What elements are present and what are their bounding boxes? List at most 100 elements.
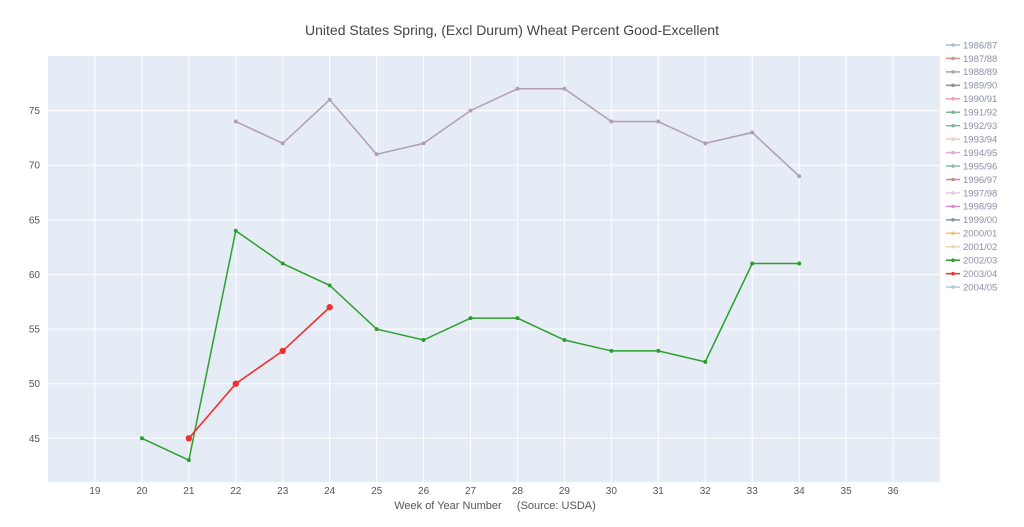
legend-label: 1997/98 [963,188,997,199]
legend-label: 1998/99 [963,202,997,213]
legend-item[interactable]: 1989/90 [946,81,997,92]
legend-item[interactable]: 1992/93 [946,121,997,132]
legend-item[interactable]: 1986/87 [946,40,997,51]
x-tick-label: 23 [277,486,289,497]
legend-marker [951,285,955,289]
data-point [186,458,191,463]
legend-item[interactable]: 1993/94 [946,134,997,145]
legend-marker [951,204,955,209]
data-point [327,283,332,288]
legend-item[interactable]: 1998/99 [946,202,997,213]
x-tick-label: 19 [89,486,101,497]
data-point [185,435,193,442]
legend-label: 1988/89 [963,67,997,78]
legend-label: 2000/01 [963,229,997,240]
data-point [421,338,426,342]
x-tick-label: 21 [183,486,195,497]
legend-item[interactable]: 1999/00 [946,215,997,226]
data-point [797,174,802,179]
data-point [656,119,661,124]
legend-label: 1986/87 [963,40,997,51]
legend-label: 2003/04 [963,269,997,280]
legend-item[interactable]: 2003/04 [946,269,997,280]
chart-title: United States Spring, (Excl Durum) Wheat… [305,22,719,38]
data-point [515,316,520,321]
y-tick-label: 45 [29,434,41,445]
data-point [562,338,567,342]
data-point [656,348,661,353]
x-axis-label: Week of Year Number (Source: USDA) [394,500,596,512]
legend-label: 1999/00 [963,215,997,226]
series-1988-89 [233,86,802,179]
legend-label: 2004/05 [963,282,997,293]
legend-marker [951,150,955,155]
data-point [232,380,239,387]
legend-marker [951,110,955,115]
series-line [188,306,331,439]
x-axis-ticks: 19 20 21 22 23 24 25 26 27 28 29 30 31 32 33 34 35 36 [89,486,899,497]
legend-marker [951,191,955,195]
x-tick-label: 29 [559,486,571,497]
x-tick-label: 24 [324,486,336,497]
data-point [609,348,614,353]
legend-item[interactable]: 2002/03 [946,256,997,267]
legend-item[interactable]: 2000/01 [946,229,997,240]
data-point [374,327,379,332]
data-point [797,261,802,266]
legend-item[interactable]: 1987/88 [946,54,997,65]
legend-item[interactable]: 1997/98 [946,188,997,199]
data-point [139,436,144,441]
x-tick-label: 34 [794,486,806,497]
data-point [421,141,426,146]
plot-area [48,56,940,482]
x-tick-label: 22 [230,486,242,497]
legend-item[interactable]: 1991/92 [946,108,997,119]
legend-marker [951,218,955,222]
data-point [280,261,285,266]
x-tick-label: 31 [653,486,665,497]
grid [48,56,940,482]
data-point [468,108,473,113]
data-point [703,141,708,146]
legend-label: 1991/92 [963,108,997,119]
legend-marker [951,244,955,249]
legend-label: 1993/94 [963,134,997,145]
x-tick-label: 30 [606,486,618,497]
x-tick-label: 33 [747,486,759,497]
data-point [609,119,614,124]
legend-item[interactable]: 1995/96 [946,161,997,172]
legend-label: 1996/97 [963,175,997,186]
x-tick-label: 25 [371,486,383,497]
legend-marker [951,177,955,182]
legend-marker [951,164,955,168]
legend-label: 1989/90 [963,81,997,92]
legend-item[interactable]: 1994/95 [946,148,997,159]
series-2003-04 [185,304,333,442]
series-2002-03 [139,228,802,463]
y-tick-label: 50 [29,379,41,390]
y-tick-label: 55 [29,325,41,336]
y-tick-label: 75 [29,106,41,117]
legend-marker [951,43,955,47]
legend-marker [951,258,955,263]
legend-item[interactable]: 1990/91 [946,94,997,105]
x-tick-label: 28 [512,486,524,497]
legend-item[interactable]: 1988/89 [946,67,997,78]
legend[interactable]: 1986/87 1987/88 1988/89 1989/90 1990/91 1991/… [946,40,997,293]
data-point [750,261,755,266]
legend-label: 1990/91 [963,94,997,105]
series-lines [139,86,802,463]
legend-label: 2001/02 [963,242,997,253]
x-tick-label: 35 [841,486,853,497]
legend-item[interactable]: 2001/02 [946,242,997,253]
legend-marker [951,83,955,88]
legend-label: 2002/03 [963,256,997,267]
data-point [750,130,755,135]
legend-marker [951,231,955,236]
legend-item[interactable]: 2004/05 [946,282,997,293]
legend-item[interactable]: 1996/97 [946,175,997,186]
data-point [326,304,333,311]
legend-marker [951,123,955,128]
legend-label: 1995/96 [963,161,997,172]
data-point [515,86,520,91]
